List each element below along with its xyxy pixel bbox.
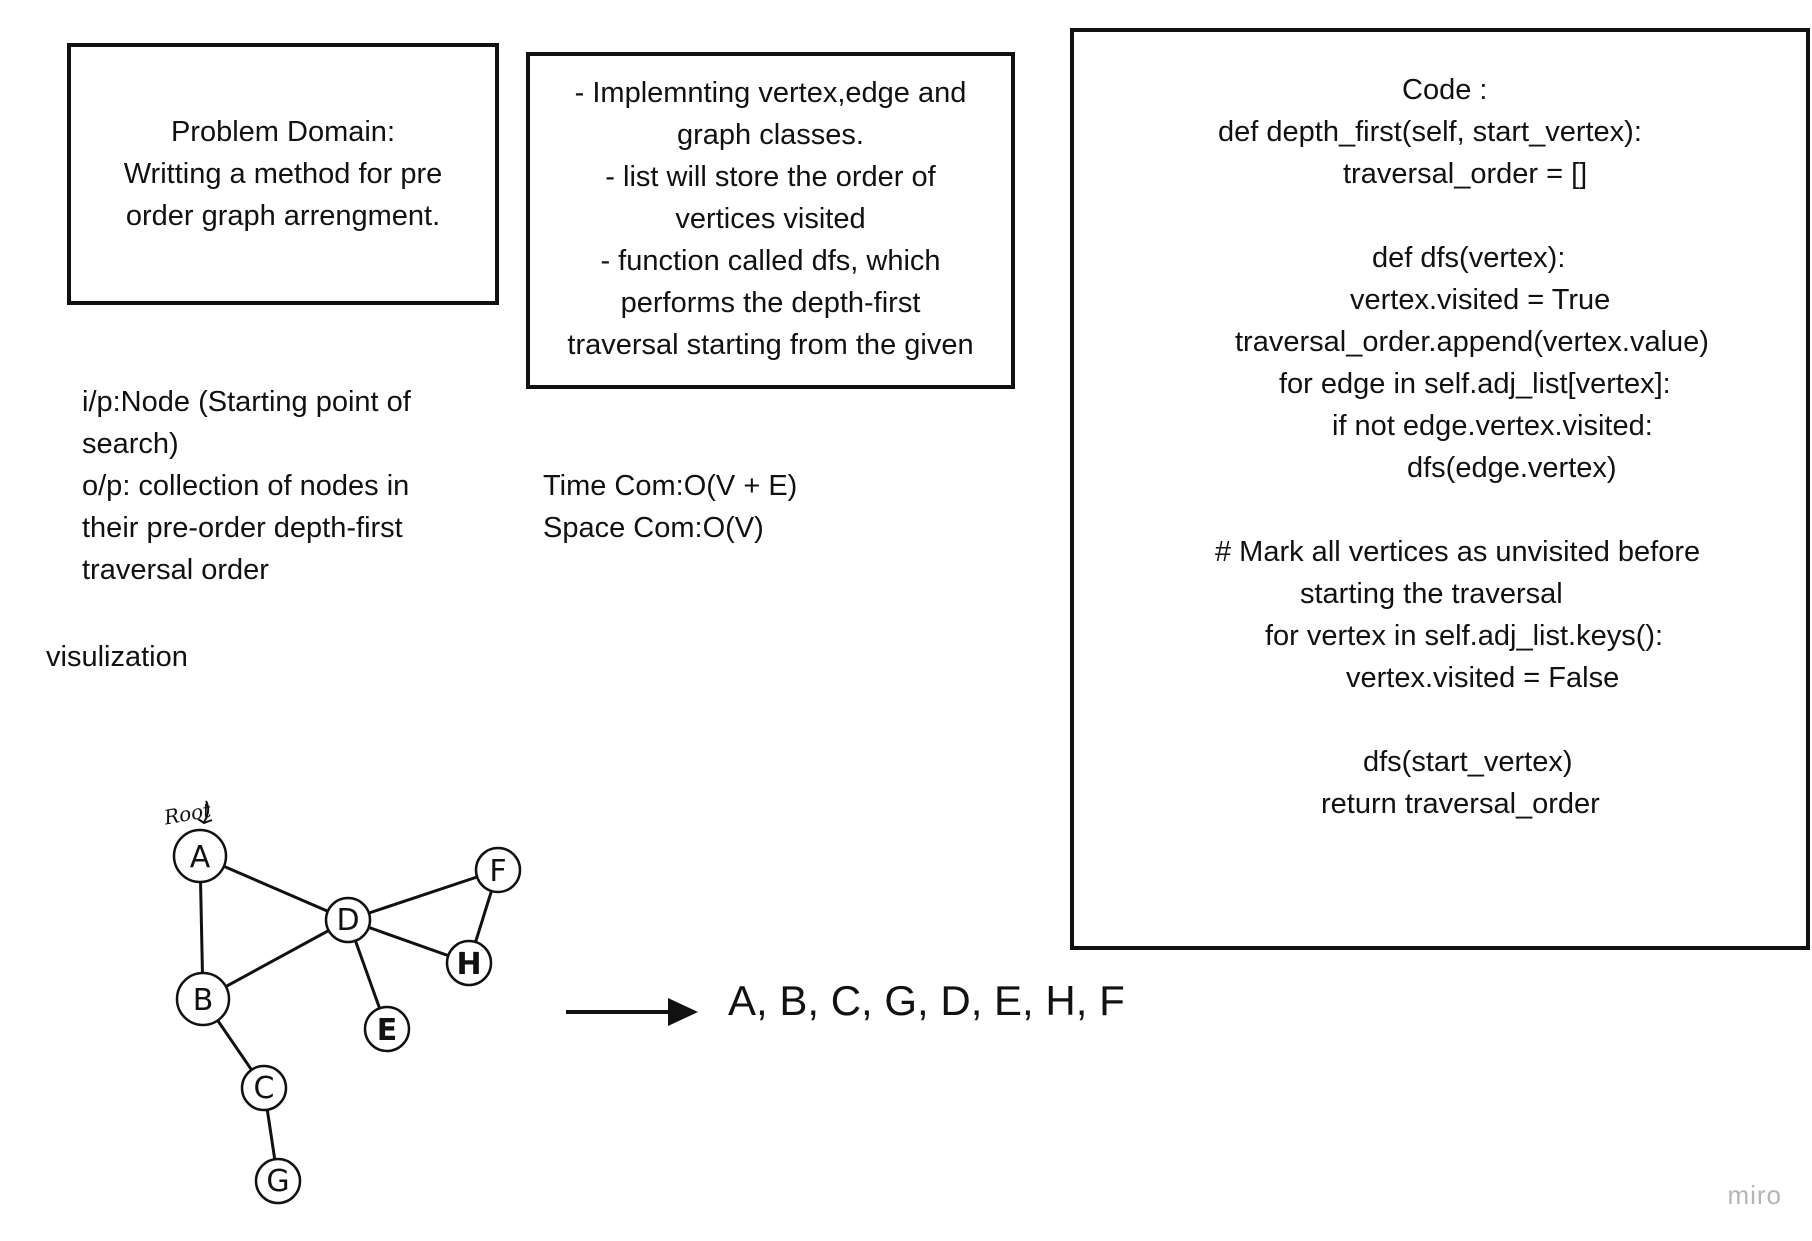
result-arrow-icon [566,998,698,1026]
approach-box: - Implemnting vertex,edge and graph clas… [526,52,1015,389]
code-line: def dfs(vertex): [1372,242,1566,274]
root-arrow-icon [197,800,213,825]
edge-b-c [201,998,266,1089]
node-d: D [324,896,372,944]
code-line: dfs(edge.vertex) [1407,452,1617,484]
problem-domain-text: Problem Domain: Writting a method for pr… [123,116,443,232]
code-line: vertex.visited = True [1350,284,1611,316]
code-line: Code : [1402,74,1488,106]
input-output-text: i/p:Node (Starting point of search) o/p:… [82,386,411,586]
code-line: for edge in self.adj_list[vertex]: [1279,368,1671,400]
node-f: F [474,846,522,894]
complexity-text: Time Com:O(V + E) Space Com:O(V) [543,470,798,544]
node-label: G [266,1164,289,1199]
node-label: B [193,983,214,1018]
code-line: # Mark all vertices as unvisited before [1215,536,1701,568]
edge-d-h [347,918,470,965]
node-label: F [489,854,506,889]
root-label: Root [161,798,214,830]
node-h: H [445,939,493,987]
edge-d-e [346,919,389,1030]
code-line: return traversal_order [1321,788,1600,820]
edge-c-g [262,1087,280,1182]
edge-d-f [347,868,499,922]
code-line: if not edge.vertex.visited: [1332,410,1653,442]
code-line: dfs(start_vertex) [1363,746,1573,778]
node-g: G [254,1157,302,1205]
code-line: def depth_first(self, start_vertex): [1218,116,1642,148]
problem-domain-box: Problem Domain: Writting a method for pr… [67,43,499,305]
graph-nodes: A B C G D E H F [172,828,522,1205]
edge-f-h [467,869,500,964]
root-annotation: Root [161,798,214,830]
graph-edges [198,854,500,1182]
edge-b-d [202,918,349,1001]
approach-text: - Implemnting vertex,edge and graph clas… [567,77,974,361]
visualization-label: visulization [46,641,188,673]
node-label: E [377,1013,398,1048]
miro-watermark: miro [1727,1180,1782,1210]
node-c: C [240,1064,288,1112]
node-e: E [363,1005,411,1053]
code-line: for vertex in self.adj_list.keys(): [1265,620,1664,652]
node-b: B [175,971,231,1027]
edge-a-b [198,855,205,1000]
node-label: D [336,903,359,938]
node-label: H [456,947,481,982]
node-a: A [172,828,228,884]
traversal-result: A, B, C, G, D, E, H, F [728,977,1125,1024]
edge-a-d [199,854,349,922]
node-label: A [190,840,211,875]
node-label: C [254,1071,275,1106]
code-line: traversal_order.append(vertex.value) [1235,326,1709,358]
code-line: traversal_order = [] [1343,158,1588,190]
code-line: vertex.visited = False [1346,662,1620,694]
code-line: starting the traversal [1300,578,1563,610]
code-box: Code : def depth_first(self, start_verte… [1070,28,1810,950]
